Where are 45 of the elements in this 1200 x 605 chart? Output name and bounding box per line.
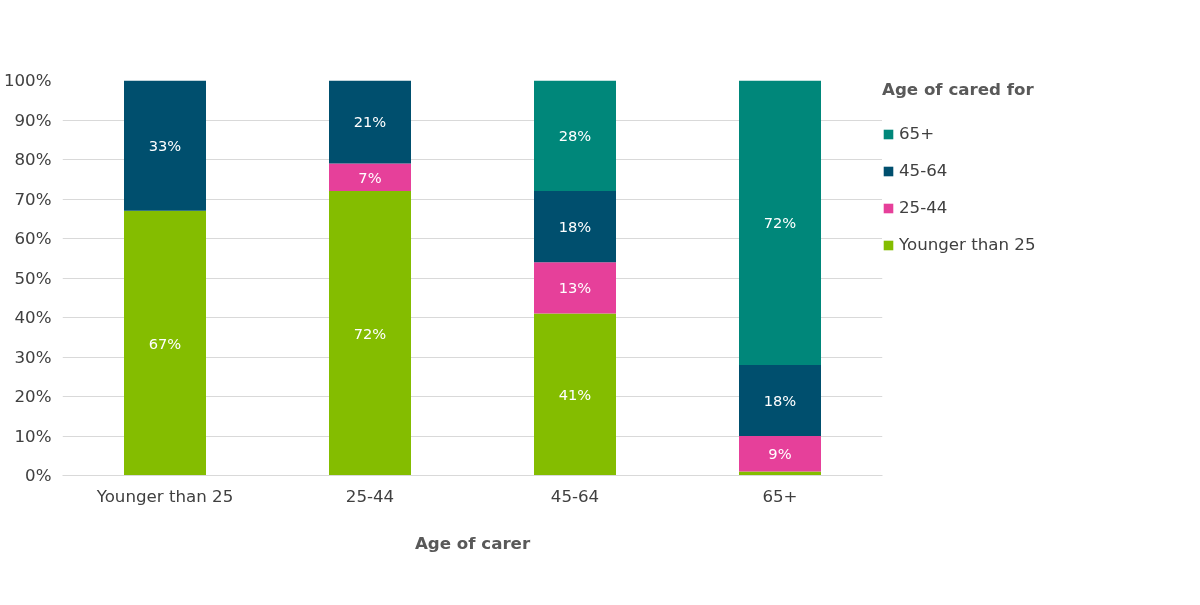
bar bbox=[534, 262, 616, 314]
x-tick-label: Younger than 25 bbox=[95, 486, 234, 506]
y-tick-label: 60% bbox=[14, 229, 52, 248]
y-tick-label: 80% bbox=[14, 150, 52, 169]
bar bbox=[534, 80, 616, 192]
legend-label: 45-64 bbox=[899, 161, 948, 180]
y-tick-label: 0% bbox=[25, 466, 52, 485]
y-tick-label: 90% bbox=[14, 110, 52, 130]
data-label: 33% bbox=[148, 137, 182, 155]
bar bbox=[739, 436, 821, 472]
data-label: 18% bbox=[558, 218, 592, 236]
legend-label: 65+ bbox=[899, 124, 935, 143]
bar bbox=[739, 80, 821, 365]
y-tick-label: 30% bbox=[14, 347, 52, 367]
bar bbox=[124, 210, 206, 476]
data-label: 7% bbox=[358, 168, 382, 186]
y-tick-label: 40% bbox=[14, 308, 52, 327]
data-label: 18% bbox=[763, 391, 797, 409]
bar bbox=[329, 80, 411, 164]
data-label: 72% bbox=[763, 214, 797, 232]
bar bbox=[124, 80, 206, 211]
bar bbox=[329, 191, 411, 476]
x-axis-title: Age of carer bbox=[414, 533, 531, 553]
x-tick-label: 25-44 bbox=[345, 486, 395, 506]
y-tick-label: 100% bbox=[3, 71, 52, 90]
bar bbox=[739, 364, 821, 436]
y-tick-label: 10% bbox=[14, 426, 52, 446]
y-tick-label: 20% bbox=[14, 387, 52, 406]
data-label: 72% bbox=[353, 324, 387, 342]
data-label: 28% bbox=[558, 127, 592, 145]
data-label: 41% bbox=[558, 386, 592, 404]
legend-label: 25-44 bbox=[899, 198, 948, 217]
data-label: 21% bbox=[353, 113, 387, 131]
bar bbox=[329, 163, 411, 192]
legend-label: Younger than 25 bbox=[899, 235, 1036, 254]
data-label: 9% bbox=[768, 445, 792, 463]
x-tick-label: 45-64 bbox=[550, 486, 600, 506]
y-tick-label: 70% bbox=[14, 189, 52, 209]
x-tick-label: 65+ bbox=[762, 486, 798, 506]
y-tick-label: 50% bbox=[14, 268, 52, 288]
bar bbox=[534, 191, 616, 263]
data-label: 67% bbox=[148, 334, 182, 352]
data-label: 13% bbox=[558, 279, 592, 297]
bar bbox=[534, 313, 616, 476]
legend-title: Age of cared for bbox=[882, 80, 1035, 99]
